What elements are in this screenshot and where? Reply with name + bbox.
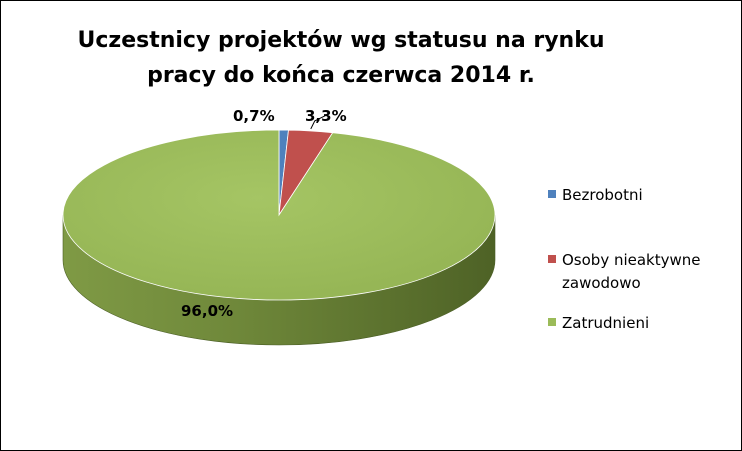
legend-label-bezrobotni: Bezrobotni	[562, 186, 643, 204]
legend-swatch-osoby-nieaktywne	[548, 255, 556, 263]
data-label-osoby-nieaktywne: 3,3%	[305, 107, 347, 125]
pie-slice-zatrudnieni	[62, 129, 496, 301]
pie-slices	[62, 129, 496, 301]
data-label-zatrudnieni: 96,0%	[181, 302, 233, 320]
legend-swatch-bezrobotni	[548, 190, 556, 198]
legend-item-zatrudnieni: Zatrudnieni	[548, 312, 732, 335]
pie-data-labels: 0,7% 3,3% 96,0%	[181, 107, 347, 320]
legend-label-zatrudnieni: Zatrudnieni	[562, 314, 650, 332]
chart-title-line-1: Uczestnicy projektów wg statusu na rynku	[77, 28, 605, 53]
pie-leader-lines	[310, 114, 328, 130]
legend-swatch-zatrudnieni	[548, 318, 556, 326]
chart-title: Uczestnicy projektów wg statusu na rynku…	[41, 23, 641, 93]
legend-item-bezrobotni: Bezrobotni	[548, 184, 732, 207]
legend-label-osoby-nieaktywne: Osoby nieaktywne zawodowo	[562, 251, 701, 292]
legend-item-osoby-nieaktywne: Osoby nieaktywne zawodowo	[548, 249, 732, 295]
data-label-bezrobotni: 0,7%	[233, 107, 275, 125]
leader-line-osoby-nieaktywne	[310, 114, 328, 130]
chart-title-line-2: pracy do końca czerwca 2014 r.	[147, 63, 535, 88]
